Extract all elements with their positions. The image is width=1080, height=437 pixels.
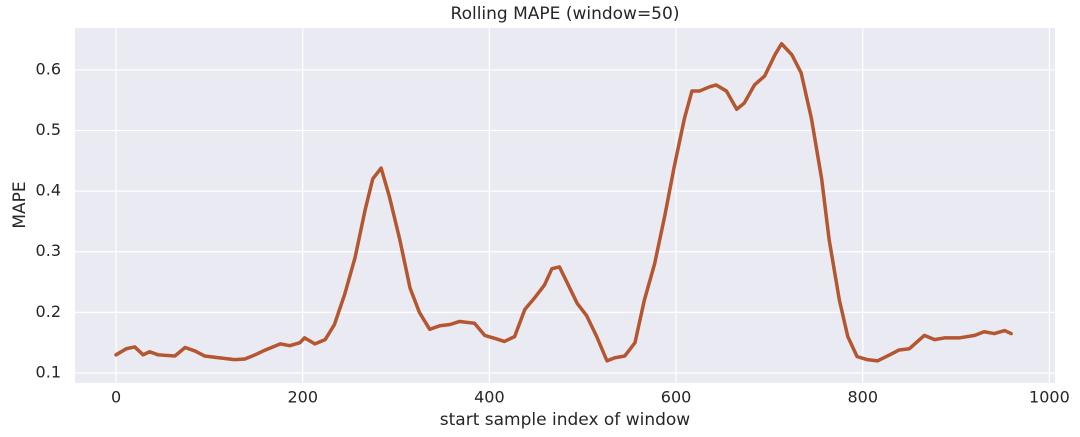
y-tick-label: 0.6 xyxy=(36,59,61,78)
x-tick-label: 400 xyxy=(474,388,505,407)
plot-area xyxy=(75,28,1055,383)
chart-title: Rolling MAPE (window=50) xyxy=(451,4,680,24)
y-tick-label: 0.2 xyxy=(36,302,61,321)
x-tick-label: 200 xyxy=(287,388,318,407)
x-tick-label: 800 xyxy=(847,388,878,407)
x-axis-label: start sample index of window xyxy=(440,410,691,430)
x-tick-label: 0 xyxy=(111,388,121,407)
y-tick-label: 0.5 xyxy=(36,120,61,139)
x-tick-label: 600 xyxy=(661,388,692,407)
y-tick-label: 0.4 xyxy=(36,181,61,200)
y-axis-label: MAPE xyxy=(10,181,30,228)
x-tick-label: 1000 xyxy=(1029,388,1070,407)
y-tick-label: 0.3 xyxy=(36,241,61,260)
y-tick-label: 0.1 xyxy=(36,362,61,381)
data-line xyxy=(114,42,1013,363)
